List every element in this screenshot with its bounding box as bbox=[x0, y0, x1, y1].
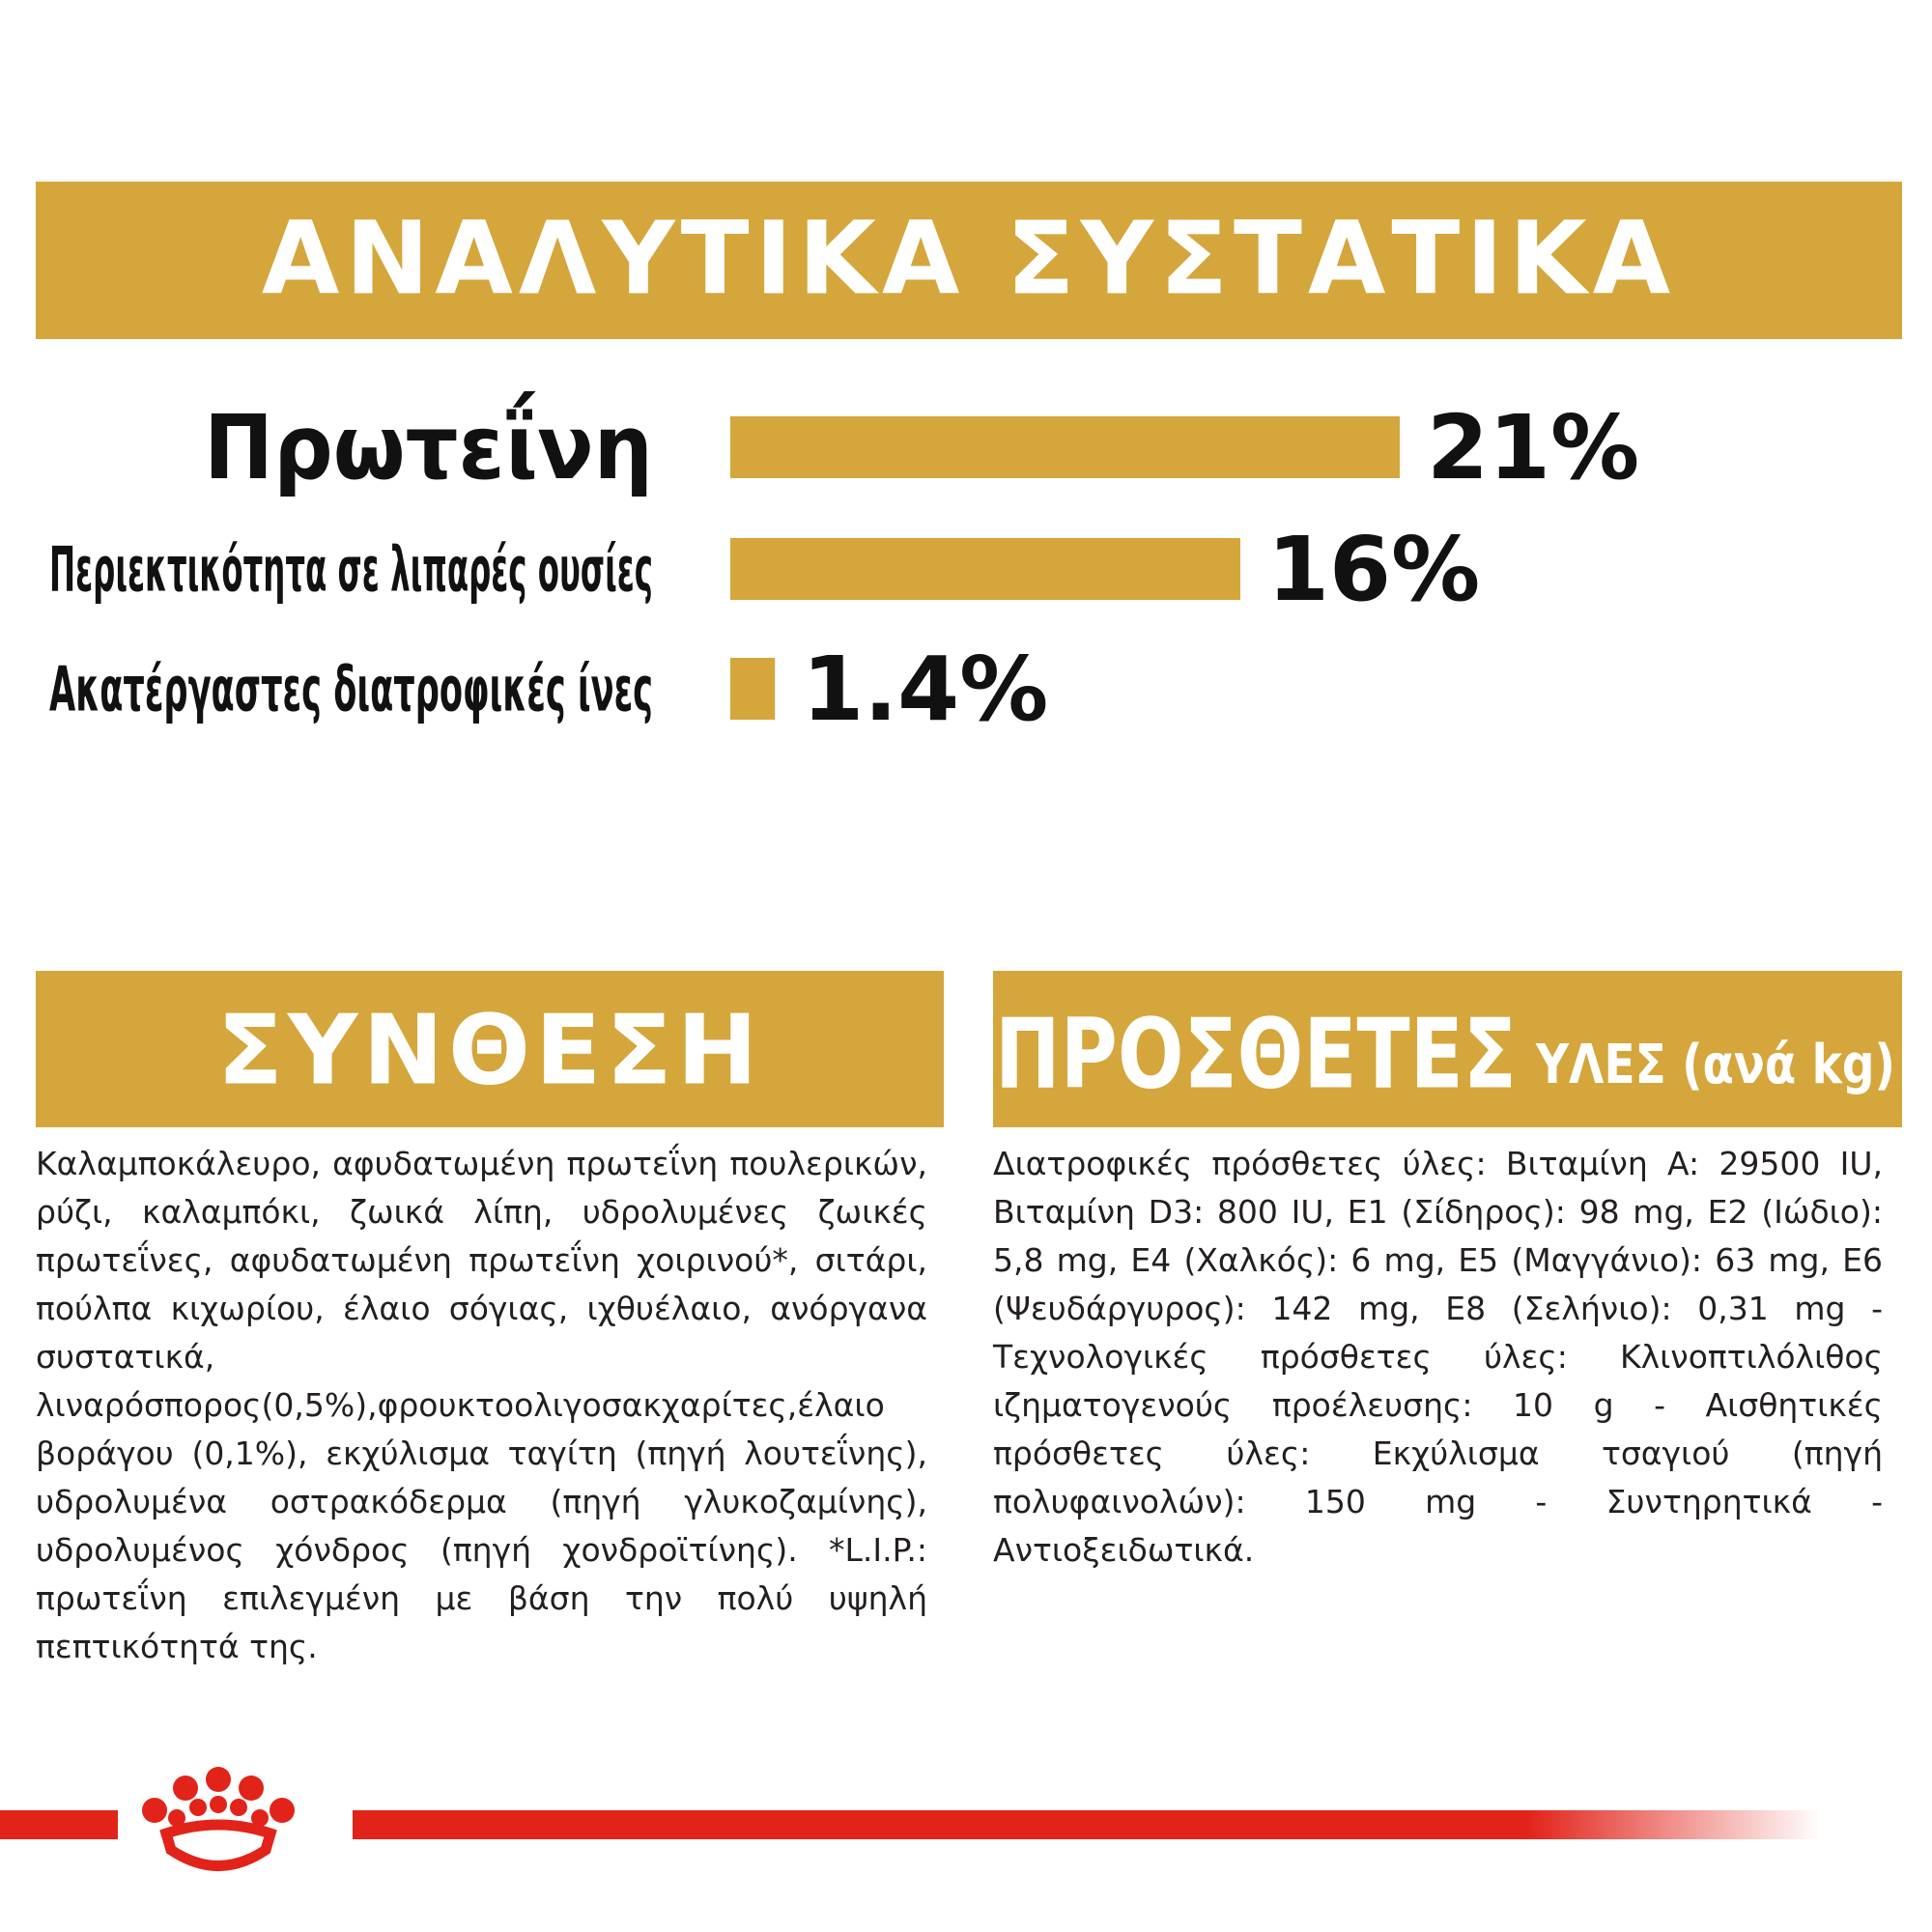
composition-text: Καλαμποκάλευρο, αφυδατωμένη πρωτεΐνη που… bbox=[36, 1145, 927, 1665]
bar bbox=[730, 538, 1240, 600]
value-label: 16% bbox=[1267, 518, 1480, 621]
value-label: 1.4% bbox=[802, 638, 1048, 741]
additives-text: Διατροφικές πρόσθετες ύλες: Βιταμίνη A: … bbox=[993, 1145, 1883, 1569]
value-label: 21% bbox=[1427, 396, 1639, 499]
composition-title: ΣΥΝΘΕΣΗ bbox=[217, 993, 763, 1106]
title-band bbox=[36, 182, 1902, 339]
bar bbox=[730, 416, 1400, 478]
composition-band bbox=[36, 971, 944, 1127]
chart-title: ΑΝΑΛΥΤΙΚΑ ΣΥΣΤΑΤΙΚΑ bbox=[262, 199, 1676, 317]
brand-line bbox=[353, 1810, 1821, 1839]
additives-subtitle: ΥΛΕΣ (ανά kg) bbox=[1535, 1034, 1895, 1096]
additives-band bbox=[993, 971, 1902, 1127]
crown-logo bbox=[142, 1767, 295, 1871]
category-label: Πρωτεΐνη bbox=[204, 389, 653, 499]
brand-line bbox=[0, 1810, 118, 1839]
bar bbox=[730, 658, 776, 720]
category-label: Ακατέργαστες διατροφικές ίνες bbox=[49, 654, 653, 725]
additives-title: ΠΡΟΣΘΕΤΕΣ bbox=[995, 997, 1517, 1110]
category-label: Περιεκτικότητα σε λιπαρές ουσίες bbox=[49, 534, 653, 606]
